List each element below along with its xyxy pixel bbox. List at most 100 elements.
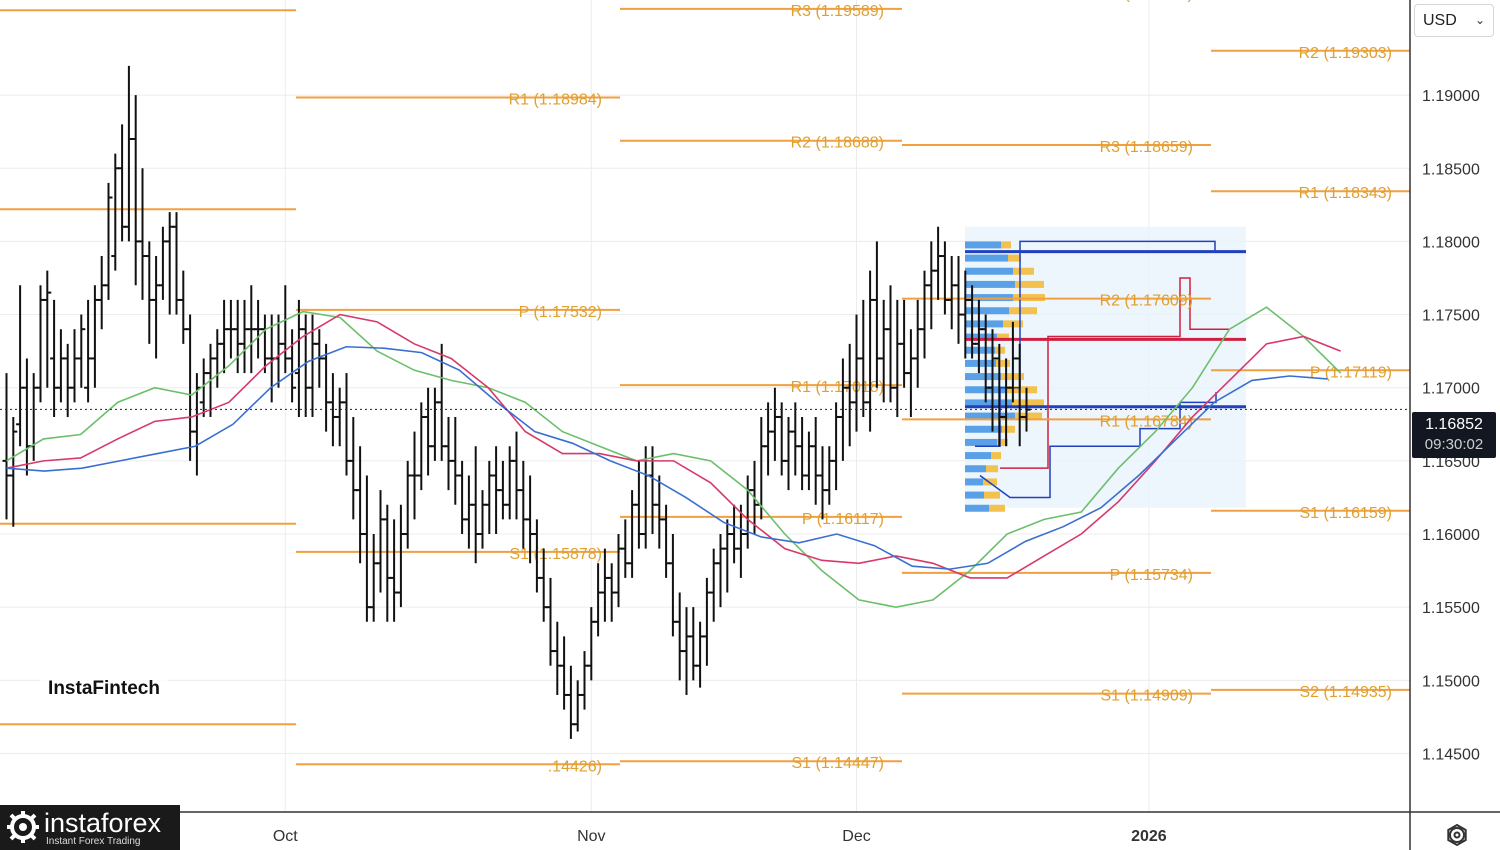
pivot-label: P (1.15734) [1110, 567, 1193, 584]
vp-bar-sell [1008, 254, 1021, 262]
pivot-label: S2 (1.14935) [1299, 684, 1392, 701]
ohlc-bar [213, 329, 222, 388]
ohlc-bar [852, 314, 861, 432]
vp-bar-buy [965, 452, 991, 460]
chevron-down-icon: ⌄ [1474, 13, 1485, 27]
y-tick-label: 1.16000 [1422, 527, 1480, 544]
y-tick-label: 1.19000 [1422, 88, 1480, 105]
ohlc-bar [430, 387, 439, 461]
ohlc-bar [947, 256, 956, 330]
ohlc-bar [158, 226, 167, 300]
brand-name: instaforex [44, 808, 162, 838]
ohlc-bar [56, 329, 65, 403]
currency-select[interactable]: USD ⌄ [1414, 4, 1494, 37]
ohlc-bar [791, 402, 800, 476]
ohlc-bar [553, 621, 562, 695]
pivot-label: S1 (1.15878) [509, 546, 602, 563]
ohlc-bar [866, 270, 875, 432]
pivot-label: R3 (1.18659) [1100, 139, 1193, 156]
vp-bar-sell [984, 491, 1000, 499]
vp-bar-sell [1013, 294, 1045, 302]
ohlc-bar [709, 548, 718, 622]
ohlc-bar [859, 299, 868, 417]
ohlc-bar [723, 519, 732, 593]
ohlc-bar [179, 270, 188, 344]
bar-countdown: 09:30:02 [1424, 436, 1484, 453]
ohlc-bar [240, 299, 249, 374]
ohlc-bar [390, 519, 399, 622]
pivot-label: R2 (1.18688) [791, 135, 884, 152]
vp-bar-sell [1015, 280, 1044, 288]
ohlc-bar [383, 504, 392, 622]
vp-bar-buy [965, 412, 1015, 420]
pivot-label: S1 (1.14447) [791, 755, 884, 772]
pivot-label: R2 (1.17609) [1100, 293, 1193, 310]
ohlc-bar [349, 416, 358, 520]
ma-slow-line [6, 345, 1328, 570]
vp-bar-buy [965, 333, 997, 341]
brand-logo[interactable]: instaforex Instant Forex Trading [0, 805, 180, 850]
ohlc-bars [2, 65, 1031, 739]
current-price-tag: 1.16852 09:30:02 [1412, 412, 1496, 458]
pivot-label: R1 (1.18984) [509, 91, 602, 108]
x-tick-label: Oct [273, 828, 298, 845]
vp-bar-sell [986, 465, 998, 473]
ohlc-bar [2, 373, 11, 520]
vp-bar-sell [996, 359, 1010, 367]
vp-bar-buy [965, 280, 1015, 288]
vp-bar-buy [965, 504, 989, 512]
vp-bar-sell [1009, 307, 1037, 315]
ohlc-bar [743, 475, 752, 549]
ohlc-bar [233, 299, 242, 374]
ma-mid-line [6, 313, 1341, 579]
ohlc-bar [50, 299, 59, 417]
ohlc-bar [934, 226, 943, 300]
ohlc-bar [36, 285, 45, 403]
vp-bar-sell [997, 438, 1008, 446]
ohlc-bar [288, 329, 297, 403]
ohlc-bar [702, 577, 711, 666]
vp-bar-sell [1001, 241, 1011, 249]
ohlc-bar [376, 490, 385, 593]
pivot-label: R1 (1.17018) [791, 379, 884, 396]
settings-gear-icon[interactable] [1444, 822, 1470, 848]
ohlc-bar [464, 475, 473, 549]
ohlc-bar [573, 680, 582, 732]
ohlc-bar [471, 446, 480, 564]
ohlc-bar [294, 299, 303, 417]
ohlc-bar [777, 402, 786, 476]
pivot-label: R2 (1.19303) [1299, 45, 1392, 62]
y-tick-label: 1.16500 [1422, 454, 1480, 471]
y-tick-label: 1.14500 [1422, 746, 1480, 763]
ohlc-bar [648, 446, 657, 535]
ohlc-bar [22, 358, 31, 476]
pivot-label: R4 (1.19708) [1100, 0, 1193, 3]
vp-bar-sell [997, 333, 1009, 341]
ohlc-bar [84, 299, 93, 403]
ohlc-bar [281, 285, 290, 374]
ohlc-bar [621, 519, 630, 578]
pivot-label: P (1.17119) [1310, 364, 1392, 381]
ohlc-bar [913, 299, 922, 388]
ohlc-bar [362, 475, 371, 622]
ohlc-bar [485, 460, 494, 535]
ohlc-bar [369, 534, 378, 622]
ohlc-bar [587, 607, 596, 681]
ohlc-bar [458, 460, 467, 535]
ohlc-bar [131, 95, 140, 286]
ohlc-bar [124, 65, 133, 242]
y-tick-label: 1.15500 [1422, 600, 1480, 617]
moving-averages [0, 306, 1410, 608]
ohlc-bar [798, 416, 807, 491]
vp-bar-buy [965, 491, 984, 499]
value-area-lower [979, 392, 1217, 499]
ohlc-bar [716, 534, 725, 608]
ohlc-bar [77, 314, 86, 388]
ohlc-bar [70, 329, 79, 403]
ohlc-bar [594, 563, 603, 637]
y-tick-label: 1.18500 [1422, 161, 1480, 178]
ohlc-bar [655, 475, 664, 549]
vp-bar-buy [965, 373, 1001, 381]
